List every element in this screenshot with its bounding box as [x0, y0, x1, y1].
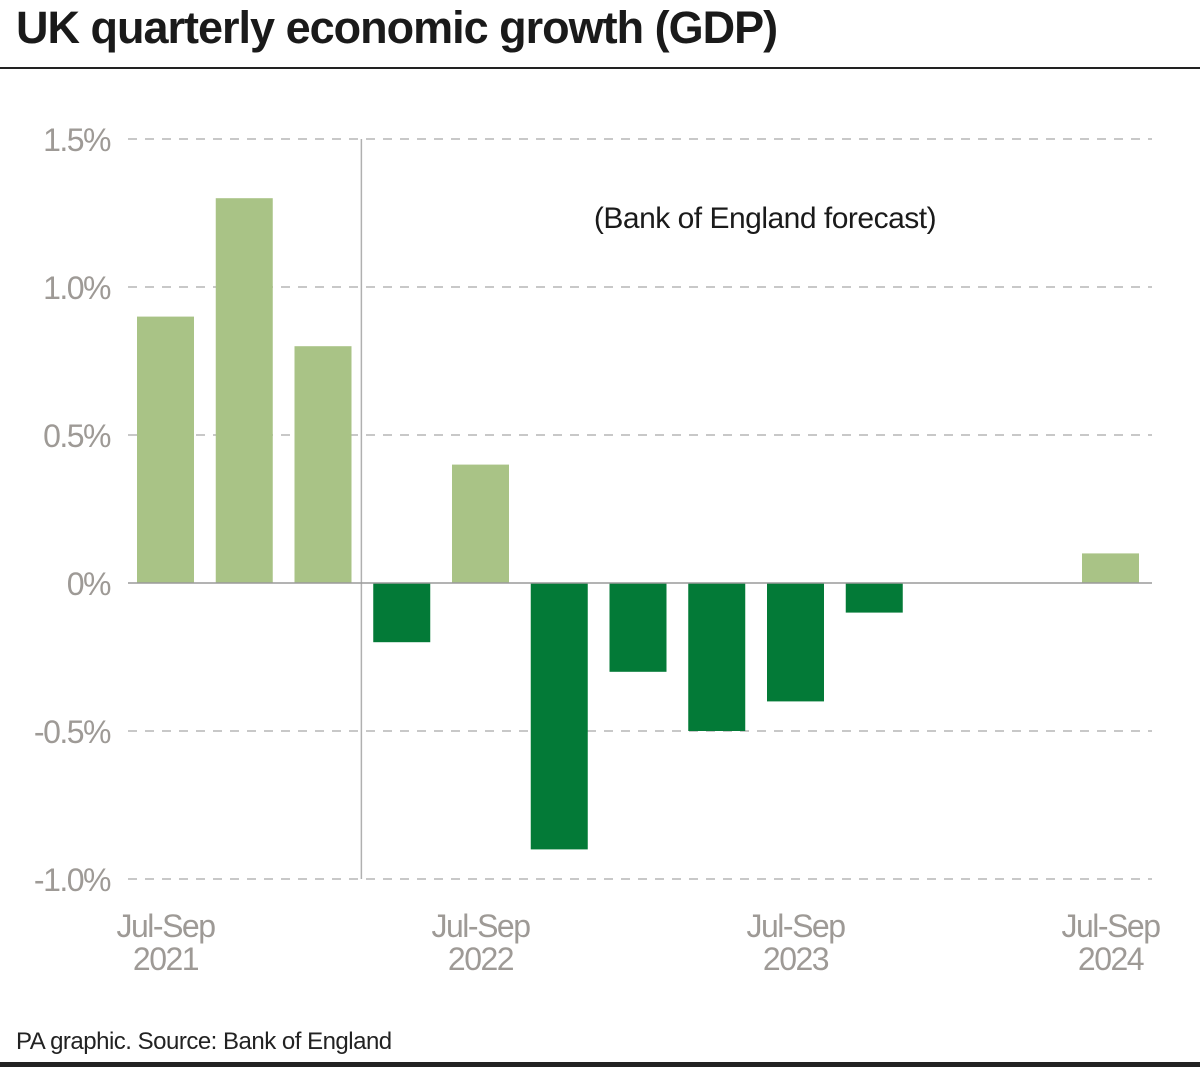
y-tick-label: 1.0%	[43, 270, 111, 306]
x-tick-label: Jul-Sep	[432, 908, 531, 944]
y-tick-label: 0%	[67, 566, 111, 602]
bar-jan-mar-2022	[294, 346, 352, 583]
bottom-divider	[0, 1062, 1200, 1067]
chart-title: UK quarterly economic growth (GDP)	[16, 2, 778, 53]
bar-oct-dec-2022	[530, 583, 588, 850]
source-note: PA graphic. Source: Bank of England	[16, 1028, 392, 1055]
bar-jul-sep-2021	[137, 316, 194, 583]
x-tick-label: 2022	[448, 941, 514, 977]
x-tick-label: 2024	[1078, 941, 1144, 977]
forecast-annotation: (Bank of England forecast)	[594, 202, 936, 235]
bar-apr-jun-2022	[373, 583, 431, 643]
bar-jul-sep-2022	[452, 464, 509, 583]
y-tick-label: 0.5%	[43, 418, 111, 454]
bar-jul-sep-2023	[767, 583, 824, 702]
x-tick-label: Jul-Sep	[117, 908, 216, 944]
x-tick-label: 2021	[133, 941, 199, 977]
y-tick-label: -1.0%	[34, 862, 111, 898]
bar-oct-dec-2021	[215, 198, 273, 583]
x-tick-label: Jul-Sep	[1062, 908, 1161, 944]
x-tick-label: Jul-Sep	[747, 908, 846, 944]
bar-jan-mar-2023	[609, 583, 667, 672]
title-divider	[0, 67, 1200, 69]
bar-oct-dec-2023	[845, 583, 903, 613]
y-tick-label: 1.5%	[43, 122, 111, 158]
bar-apr-jun-2023	[688, 583, 746, 731]
x-tick-label: 2023	[763, 941, 829, 977]
bar-jul-sep-2024	[1082, 553, 1139, 583]
y-tick-label: -0.5%	[34, 714, 111, 750]
